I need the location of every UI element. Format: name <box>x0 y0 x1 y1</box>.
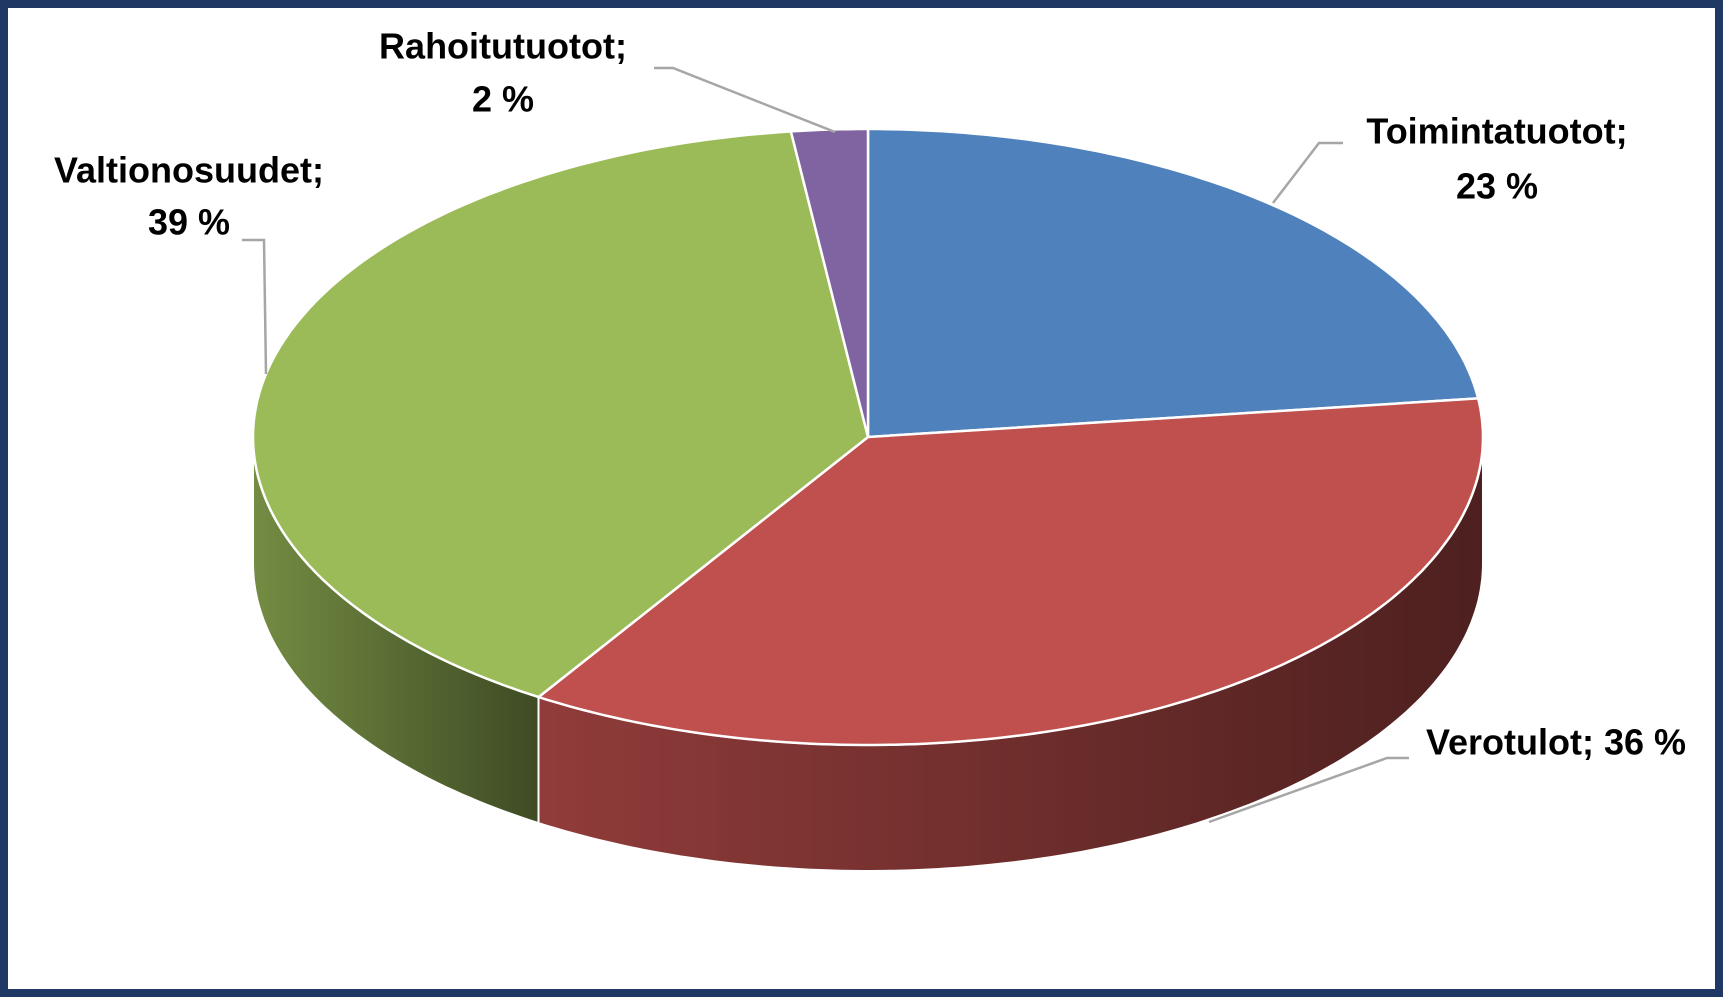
slice <box>251 130 870 699</box>
category-label: Verotulot; <box>1426 722 1594 763</box>
data-label: 23 % <box>1456 166 1538 207</box>
slice <box>537 397 1485 747</box>
category-label: Valtionosuudet; <box>54 150 324 191</box>
leader-line <box>654 66 836 134</box>
leader-line <box>242 238 268 375</box>
data-label: 39 % <box>148 202 230 243</box>
category-label: Toimintatuotot; <box>1366 111 1627 152</box>
leader-line <box>1272 141 1343 204</box>
data-label: 2 % <box>472 79 534 120</box>
data-label: 36 % <box>1604 722 1686 763</box>
leader-line <box>1208 756 1409 824</box>
slice <box>866 127 1480 439</box>
category-label: Rahoitutuotot; <box>379 26 627 67</box>
